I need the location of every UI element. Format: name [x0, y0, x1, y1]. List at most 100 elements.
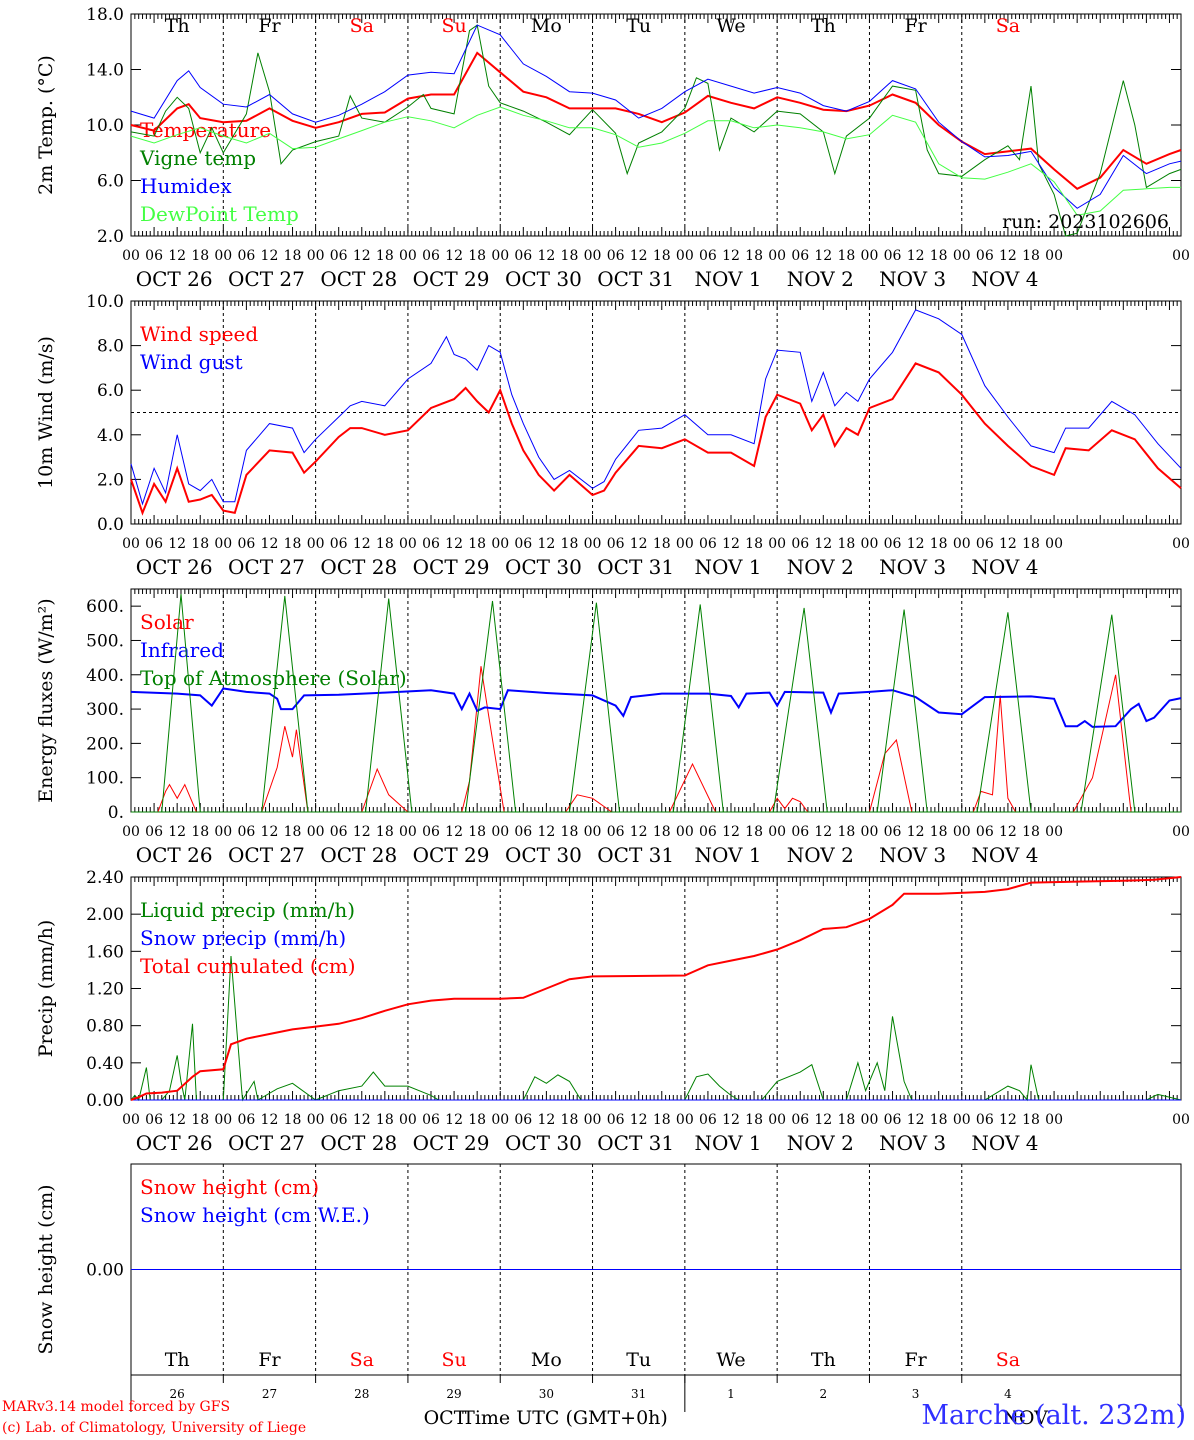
hour-label: 00	[1045, 1112, 1063, 1128]
hour-label: 06	[884, 824, 902, 840]
date-label: NOV 3	[879, 843, 946, 867]
date-label: OCT 28	[320, 267, 397, 291]
hour-label: 06	[699, 824, 717, 840]
series-top-of-atmosphere-solar	[569, 602, 620, 813]
hour-label: 06	[699, 536, 717, 552]
y-tick-label: 2.0	[97, 470, 124, 490]
weekday-label: We	[716, 15, 745, 37]
hour-label: 18	[930, 248, 948, 264]
hour-label: 06	[607, 248, 625, 264]
weekday-label: Fr	[904, 15, 927, 37]
hour-label: 00	[953, 824, 971, 840]
y-axis-label: Precip (mm/h)	[35, 920, 57, 1058]
hour-label: 06	[791, 824, 809, 840]
weekday-label: Tu	[626, 15, 651, 37]
day-number: 31	[631, 1387, 646, 1401]
hour-label: 12	[999, 248, 1017, 264]
hour-label: 12	[353, 824, 371, 840]
hour-label: 12	[168, 1112, 186, 1128]
hour-label: 12	[168, 536, 186, 552]
hour-label: 18	[191, 824, 209, 840]
hour-label: 18	[837, 1112, 855, 1128]
hour-label: 00	[122, 248, 140, 264]
hour-label: 00	[307, 248, 325, 264]
hour-label: 00	[861, 824, 879, 840]
y-axis-label: Energy fluxes (W/m²)	[35, 598, 57, 802]
series-top-of-atmosphere-solar	[161, 594, 201, 813]
legend-wind-gust: Wind gust	[140, 350, 243, 374]
hour-label: 12	[814, 248, 832, 264]
hour-label: 12	[261, 248, 279, 264]
y-tick-label: 10.0	[86, 116, 124, 136]
hour-label: 12	[537, 536, 555, 552]
date-label: NOV 1	[694, 555, 761, 579]
y-tick-label: 100.	[86, 769, 124, 789]
series-solar	[669, 762, 717, 813]
date-label: OCT 28	[320, 843, 397, 867]
legend-snow-height-cm: Snow height (cm)	[140, 1175, 319, 1199]
y-tick-label: 14.0	[86, 61, 124, 81]
hour-label: 00	[214, 536, 232, 552]
legend-infrared: Infrared	[140, 638, 224, 662]
legend-dewpoint-temp: DewPoint Temp	[140, 202, 299, 226]
y-tick-label: 1.60	[86, 942, 124, 962]
weekday-label: Mo	[531, 15, 562, 37]
hour-label: 12	[537, 824, 555, 840]
lab-credit: (c) Lab. of Climatology, University of L…	[2, 1420, 307, 1436]
hour-label: 06	[791, 1112, 809, 1128]
y-tick-label: 0.00	[86, 1091, 124, 1111]
day-number: 3	[912, 1387, 920, 1401]
y-tick-label: 0.80	[86, 1017, 124, 1037]
date-label: NOV 2	[787, 267, 854, 291]
hour-label: 18	[376, 1112, 394, 1128]
weekday-label: Tu	[626, 1349, 651, 1371]
hour-label: 00	[768, 1112, 786, 1128]
hour-label: 12	[445, 248, 463, 264]
weekday-label: We	[716, 1349, 745, 1371]
y-tick-label: 2.00	[86, 905, 124, 925]
series-solar	[769, 797, 809, 813]
hour-label: 00	[122, 824, 140, 840]
model-credit: MARv3.14 model forced by GFS	[2, 1399, 231, 1415]
y-axis-label: Snow height (cm)	[35, 1184, 57, 1354]
legend-solar: Solar	[140, 610, 194, 634]
hour-label: 18	[468, 536, 486, 552]
hour-label: 06	[976, 248, 994, 264]
series-top-of-atmosphere-solar	[365, 598, 413, 813]
date-label: NOV 3	[879, 555, 946, 579]
hour-label: 06	[514, 248, 532, 264]
hour-label: 12	[630, 1112, 648, 1128]
series-solar	[869, 738, 913, 813]
hour-label: 18	[376, 248, 394, 264]
hour-label: 18	[284, 536, 302, 552]
date-label: OCT 26	[136, 1131, 213, 1155]
date-label: NOV 4	[971, 267, 1038, 291]
series-top-of-atmosphere-solar	[976, 612, 1032, 813]
date-label: OCT 28	[320, 1131, 397, 1155]
hour-label: 00	[953, 536, 971, 552]
hour-label: 06	[976, 1112, 994, 1128]
date-label: NOV 1	[694, 267, 761, 291]
hour-label: 06	[330, 824, 348, 840]
date-label: OCT 27	[228, 1131, 305, 1155]
hour-label: 18	[930, 824, 948, 840]
series-top-of-atmosphere-solar	[1080, 614, 1136, 813]
series-total-cumulated-cm	[130, 876, 1182, 1101]
weekday-label: Sa	[350, 1349, 374, 1371]
hour-label: 18	[561, 248, 579, 264]
weekday-label: Sa	[350, 15, 374, 37]
hour-label: 06	[699, 1112, 717, 1128]
station-label: Marche (alt. 232m)	[921, 1400, 1186, 1431]
hour-label: 18	[376, 536, 394, 552]
y-tick-label: 500.	[86, 631, 124, 651]
hour-label: 12	[722, 536, 740, 552]
hour-label: 00	[676, 536, 694, 552]
hour-label: 12	[999, 536, 1017, 552]
hour-label: 00	[122, 536, 140, 552]
hour-label: 00	[307, 536, 325, 552]
hour-label: 00	[491, 1112, 509, 1128]
hour-label: 00	[676, 824, 694, 840]
hour-label: 18	[284, 248, 302, 264]
hour-label: 12	[261, 824, 279, 840]
